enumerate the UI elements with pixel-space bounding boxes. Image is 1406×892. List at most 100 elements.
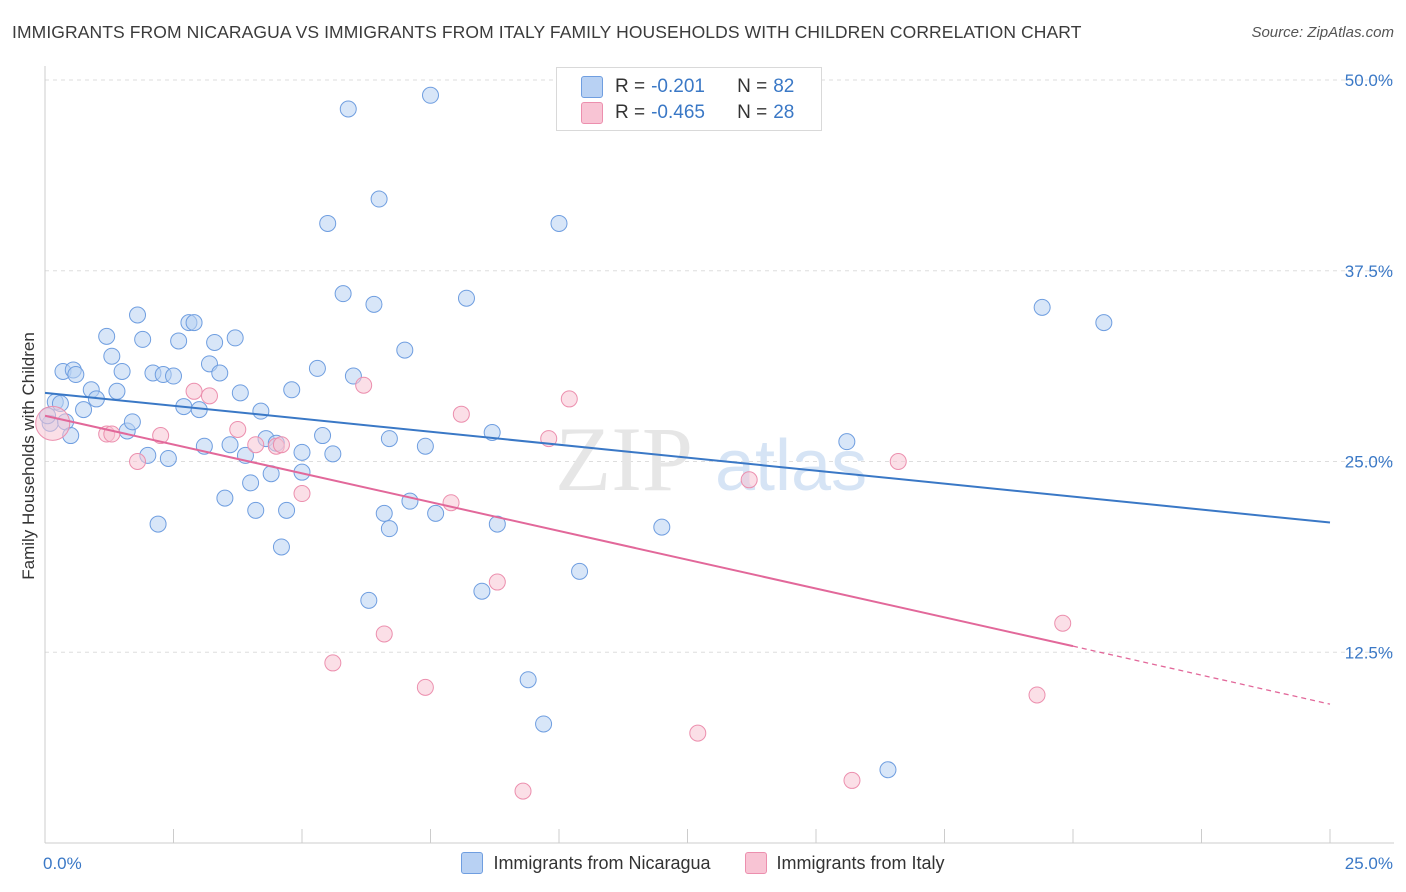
legend-n-value: 28: [773, 102, 795, 123]
nicaragua-point: [422, 86, 439, 104]
nicaragua-point: [427, 504, 445, 522]
nicaragua-point: [247, 501, 265, 519]
nicaragua-point: [231, 384, 249, 402]
nicaragua-point: [416, 437, 434, 455]
italy-point: [560, 390, 578, 408]
legend-swatch-nicaragua: [581, 76, 603, 98]
legend-n-label: N =: [737, 102, 768, 123]
legend-r-value: -0.465: [651, 102, 705, 123]
nicaragua-point: [571, 562, 589, 580]
italy-point: [1028, 686, 1046, 704]
legend-r-label: R =: [615, 102, 646, 123]
x-tick-label: 25.0%: [1345, 854, 1393, 873]
source-credit: Source: ZipAtlas.com: [1251, 24, 1394, 41]
legend-r-label: R =: [615, 76, 646, 97]
watermark: ZIP atlas: [555, 408, 867, 510]
nicaragua-point: [123, 413, 141, 431]
italy-point: [129, 453, 147, 470]
legend-row-italy: R = -0.465 N = 28: [581, 101, 794, 125]
nicaragua-point: [221, 436, 239, 454]
legend-item-italy[interactable]: Immigrants from Italy: [744, 852, 945, 874]
nicaragua-point: [838, 433, 856, 451]
italy-point: [355, 376, 373, 394]
italy-point: [324, 654, 342, 672]
legend-n-label: N =: [737, 76, 768, 97]
legend-swatch-nicaragua: [461, 852, 484, 874]
nicaragua-point: [103, 347, 121, 365]
italy-point: [35, 405, 71, 441]
italy-point: [488, 573, 506, 591]
nicaragua-point: [380, 430, 398, 448]
legend-n-value: 82: [773, 76, 795, 97]
series-legend: Immigrants from Nicaragua Immigrants fro…: [0, 852, 1406, 874]
nicaragua-point: [134, 330, 152, 348]
nicaragua-point: [380, 520, 398, 538]
nicaragua-point: [365, 295, 383, 313]
nicaragua-point: [360, 591, 378, 609]
x-tick-label: 0.0%: [43, 854, 82, 873]
nicaragua-point: [226, 329, 244, 347]
nicaragua-point: [149, 515, 167, 533]
nicaragua-point: [278, 501, 296, 519]
italy-point: [689, 724, 707, 742]
nicaragua-point: [396, 341, 414, 359]
italy-point: [152, 427, 170, 445]
italy-point: [375, 625, 393, 643]
legend-swatch-italy: [744, 852, 767, 874]
nicaragua-point: [535, 715, 553, 733]
nicaragua-point: [1033, 298, 1051, 316]
y-axis-label: Family Households with Children: [19, 332, 38, 580]
nicaragua-point: [879, 761, 897, 779]
nicaragua-point: [339, 100, 357, 118]
nicaragua-point: [473, 582, 491, 600]
italy-point: [416, 678, 434, 696]
nicaragua-point: [67, 366, 85, 384]
italy-point: [185, 382, 203, 400]
nicaragua-point: [165, 367, 182, 385]
nicaragua-point: [334, 285, 352, 303]
legend-label-nicaragua: Immigrants from Nicaragua: [493, 852, 711, 873]
italy-point: [1054, 614, 1072, 632]
nicaragua-trend-line: [44, 391, 1331, 524]
italy-point: [293, 485, 311, 503]
y-tick-label: 12.5%: [1345, 643, 1393, 662]
nicaragua-point: [108, 382, 126, 400]
legend-item-nicaragua[interactable]: Immigrants from Nicaragua: [461, 852, 711, 874]
tick-labels: 12.5% 25.0% 37.5% 50.0% 0.0% 25.0%: [43, 71, 1393, 873]
nicaragua-point: [170, 332, 188, 350]
nicaragua-point: [488, 515, 506, 533]
nicaragua-point: [206, 333, 224, 351]
nicaragua-point: [314, 427, 332, 445]
y-tick-label: 37.5%: [1345, 262, 1393, 281]
legend-row-nicaragua: R = -0.201 N = 82: [581, 75, 794, 99]
legend-r-value: -0.201: [651, 76, 705, 97]
nicaragua-point: [98, 327, 116, 345]
nicaragua-point: [113, 362, 131, 380]
italy-point: [843, 771, 861, 789]
trend-lines: [44, 391, 1331, 705]
nicaragua-point: [129, 306, 147, 324]
nicaragua-point: [324, 445, 342, 463]
nicaragua-point: [308, 359, 326, 377]
legend-label-italy: Immigrants from Italy: [776, 852, 945, 873]
italy-point: [247, 436, 265, 454]
nicaragua-point: [159, 449, 177, 467]
italy-points: [35, 376, 1072, 800]
italy-point: [200, 387, 218, 405]
nicaragua-point: [1095, 314, 1113, 332]
nicaragua-point: [75, 401, 93, 419]
nicaragua-point: [211, 364, 229, 382]
nicaragua-point: [272, 538, 290, 556]
nicaragua-point: [370, 190, 388, 208]
italy-point: [889, 453, 907, 470]
italy-trend-line: [44, 414, 1074, 648]
nicaragua-point: [283, 381, 301, 399]
nicaragua-point: [216, 489, 234, 507]
italy-point: [272, 436, 290, 454]
nicaragua-point: [550, 214, 568, 232]
italy-point: [229, 420, 247, 438]
italy-point: [452, 405, 470, 423]
italy-trend-extension: [1072, 645, 1331, 705]
nicaragua-point: [242, 474, 260, 492]
